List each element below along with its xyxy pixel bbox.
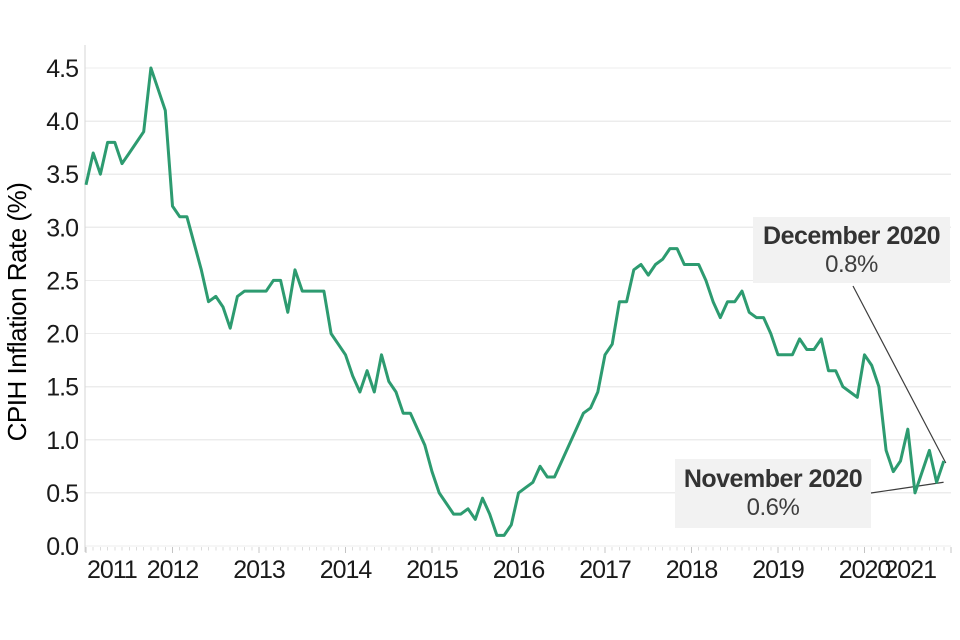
annotation-box-november (675, 459, 871, 528)
y-tick-label: 2.0 (46, 321, 78, 349)
november-leader-line (870, 481, 944, 494)
y-tick-label: 4.0 (46, 108, 78, 136)
x-tick-label: 2015 (406, 556, 458, 584)
x-tick-label: 2014 (320, 556, 373, 584)
y-tick-label: 4.5 (46, 55, 78, 83)
y-tick-label: 3.0 (46, 214, 78, 242)
december-leader-line (852, 285, 947, 464)
x-tick-label: 2018 (666, 556, 718, 584)
y-tick-label: 1.0 (46, 427, 78, 455)
cpih-line-series (84, 66, 946, 537)
y-tick-label: 0.5 (46, 480, 78, 508)
x-tick-label: 2021 (884, 556, 936, 584)
y-tick-label: 1.5 (46, 374, 78, 402)
x-tick-label: 2019 (752, 556, 804, 584)
y-tick-label: 3.5 (46, 161, 78, 189)
annotation-box-december (753, 217, 950, 283)
x-tick-label: 2017 (579, 556, 631, 584)
x-tick-label: 2012 (147, 556, 199, 584)
y-tick-label: 0.0 (46, 533, 78, 561)
y-tick-label: 2.5 (46, 267, 78, 295)
x-tick-label: 2016 (493, 556, 545, 584)
x-tick-label: 2013 (233, 556, 285, 584)
x-tick-label: 2011 (87, 556, 137, 584)
x-tick-label: 2020 (839, 556, 891, 584)
y-axis-title: CPIH Inflation Rate (%) (2, 183, 32, 442)
